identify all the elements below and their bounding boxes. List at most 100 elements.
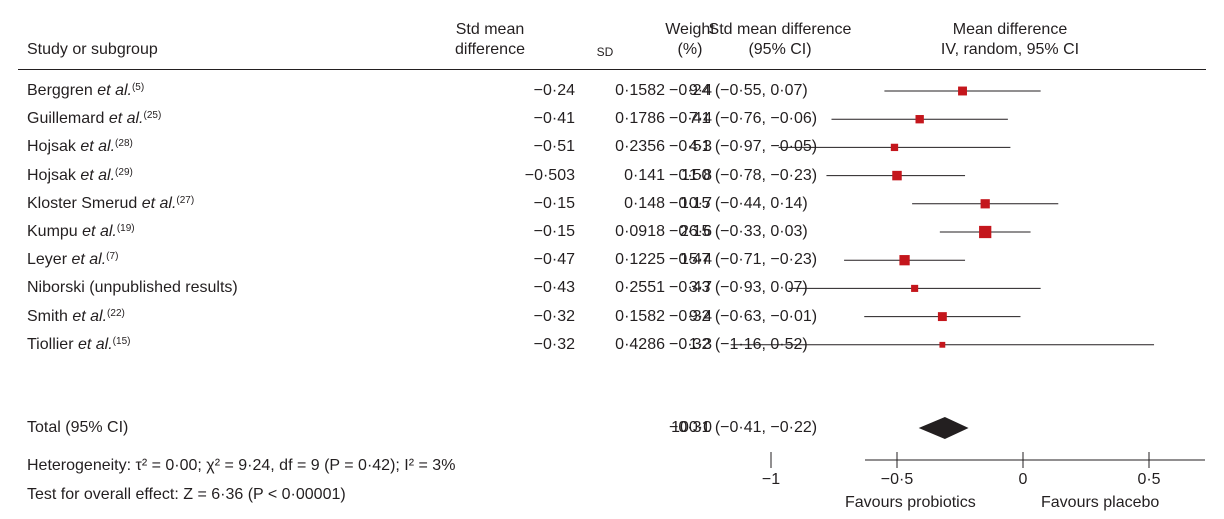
study-reference: (28) [115,138,133,149]
study-smd: −0·51 [533,138,575,155]
effect-marker [939,341,946,348]
study-sd: 0·4286 [615,336,665,353]
study-reference: (27) [176,195,195,206]
pooled-diamond [918,417,969,439]
study-ci: −0·50 (−0·78, −0·23) [669,167,818,184]
effect-marker [958,86,967,96]
study-name: Guillemard et al.(25) [27,109,161,129]
effect-marker [892,170,902,181]
header-plot-line1: Mean difference [952,21,1068,38]
header-rule [18,69,1206,70]
header-smd-line2: difference [455,41,525,58]
header-sd: SD [596,45,614,59]
study-etal: et al. [80,167,116,184]
study-weight: 26·6 [679,223,712,240]
study-reference: (29) [115,167,133,178]
study-etal: et al. [97,82,132,99]
study-weight: 4·3 [688,138,712,155]
study-ci: −0·41 (−0·76, −0·06) [669,110,818,127]
study-sd: 0·1582 [615,308,665,325]
study-weight: 11·8 [681,167,712,184]
study-name: Tiollier et al.(15) [27,335,130,355]
effect-marker [911,284,919,292]
study-sd: 0·0918 [615,223,665,240]
study-name: Niborski (unpublished results) [27,278,238,298]
header-weight-line1: Weight [665,21,715,38]
study-smd: −0·32 [533,336,575,353]
study-sd: 0·2551 [615,279,665,296]
x-tick-label: −0·5 [881,471,914,488]
x-tick-label: 0 [1019,471,1028,488]
study-smd: −0·43 [533,279,575,296]
study-weight: 1·3 [688,336,712,353]
study-smd: −0·503 [524,167,575,184]
study-weight: 9·4 [688,308,712,325]
header-ci-line1: Std mean difference [708,21,852,38]
study-etal: et al. [141,195,177,212]
study-ci: −0·15 (−0·44, 0·14) [669,195,808,212]
study-weight: 9·4 [688,82,712,99]
study-smd: −0·15 [533,223,575,240]
study-sd: 0·1582 [615,82,665,99]
study-smd: −0·32 [533,308,575,325]
study-ci: −0·43 (−0·93, 0·07) [669,279,808,296]
total-weight: 100·0 [671,419,712,436]
effect-marker [980,199,990,209]
study-smd: −0·41 [533,110,575,127]
study-author: Kumpu [27,223,78,240]
study-sd: 0·1786 [615,110,665,127]
study-author: Guillemard [27,110,105,127]
study-weight: 7·4 [688,110,712,127]
header-study: Study or subgroup [27,41,158,58]
study-etal: et al. [82,223,117,240]
study-reference: (25) [143,110,162,121]
effect-marker [937,312,947,322]
study-sd: 0·141 [624,167,665,184]
study-name: Kumpu et al.(19) [27,222,135,242]
study-author: Smith [27,308,68,325]
header-plot-line2: IV, random, 95% CI [940,41,1080,58]
effect-marker [890,143,899,152]
study-reference: (19) [116,223,135,234]
study-smd: −0·24 [533,82,575,99]
effect-marker [979,225,992,239]
favours-right-label: Favours placebo [1041,494,1160,511]
study-author: Hojsak [27,138,76,155]
study-name: Berggren et al.(5) [27,81,144,101]
study-name: Kloster Smerud et al.(27) [27,194,194,214]
study-reference: (15) [112,336,131,347]
overall-effect-test: Test for overall effect: Z = 6·36 (P < 0… [27,486,346,503]
favours-left-label: Favours probiotics [845,494,976,511]
header-smd-line1: Std mean [455,21,525,38]
study-weight: 10·7 [679,195,712,212]
study-ci: −0·47 (−0·71, −0·23) [669,251,818,268]
study-ci: −0·15 (−0·33, 0·03) [669,223,808,240]
header-ci-line2: (95% CI) [748,41,812,58]
study-author: Niborski (unpublished results) [27,279,238,296]
study-etal: et al. [71,251,107,268]
total-label: Total (95% CI) [27,419,129,436]
study-weight: 3·7 [688,279,712,296]
study-author: Tiollier [27,336,74,353]
study-reference: (22) [107,308,125,319]
study-etal: et al. [72,308,108,325]
study-smd: −0·47 [533,251,575,268]
study-ci: −0·32 (−0·63, −0·01) [669,308,818,325]
study-name: Hojsak et al.(29) [27,166,133,186]
effect-marker [915,115,924,124]
study-weight: 15·4 [679,251,712,268]
study-etal: et al. [77,336,113,353]
x-tick-label: 0·5 [1137,471,1160,488]
study-author: Hojsak [27,167,76,184]
study-name: Hojsak et al.(28) [27,137,133,157]
study-smd: −0·15 [533,195,575,212]
study-etal: et al. [108,110,144,127]
total-ci: −0·31 (−0·41, −0·22) [669,419,818,436]
study-reference: (5) [131,82,145,93]
study-author: Kloster Smerud [27,195,138,212]
study-author: Berggren [27,82,93,99]
effect-marker [899,255,910,266]
study-author: Leyer [27,251,68,268]
study-name: Smith et al.(22) [27,307,125,327]
